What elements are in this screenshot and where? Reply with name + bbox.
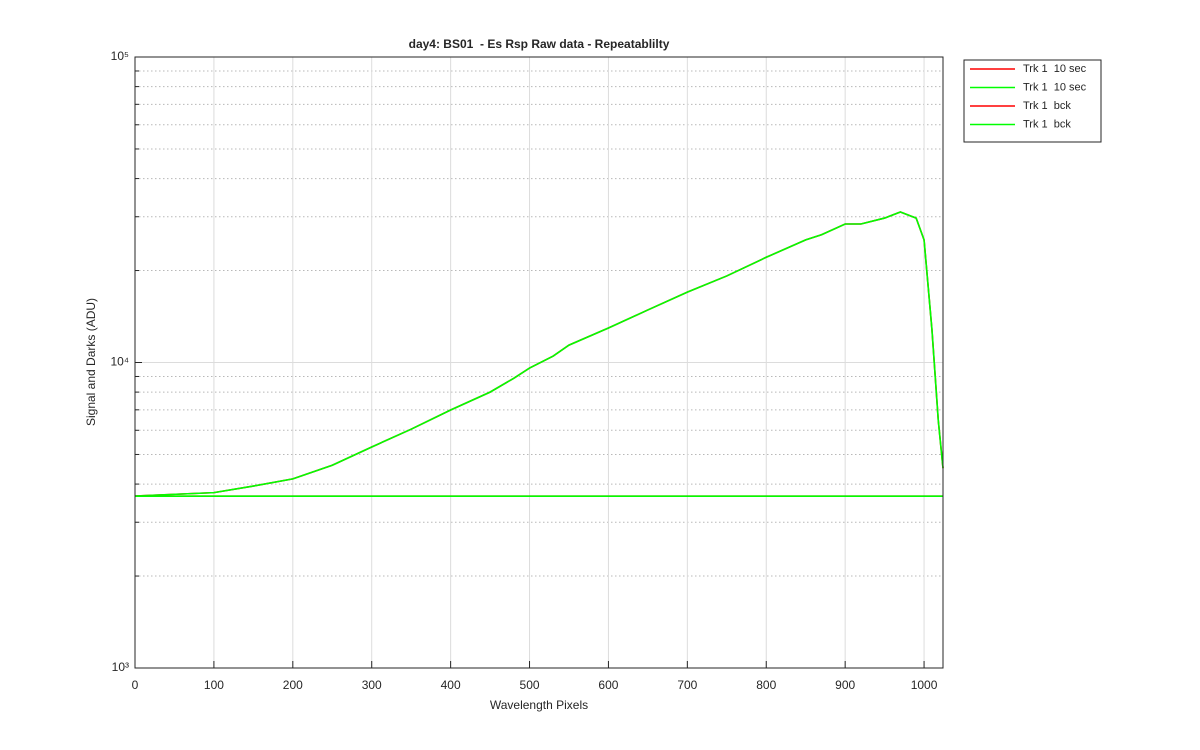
legend-label: Trk 1 bck	[1023, 100, 1071, 112]
x-tick-label: 500	[520, 678, 540, 692]
y-tick-label: 10⁴	[110, 355, 129, 369]
legend-label: Trk 1 10 sec	[1023, 63, 1087, 75]
x-axis-label: Wavelength Pixels	[490, 698, 588, 712]
x-tick-label: 800	[756, 678, 776, 692]
x-tick-label: 700	[677, 678, 697, 692]
y-tick-label: 10⁵	[111, 49, 129, 63]
x-tick-label: 400	[441, 678, 461, 692]
y-tick-label: 10³	[112, 660, 129, 674]
x-tick-label: 200	[283, 678, 303, 692]
x-tick-label: 600	[598, 678, 618, 692]
axes-frame	[134, 56, 944, 669]
legend-box	[963, 59, 1102, 143]
x-tick-label: 1000	[911, 678, 938, 692]
legend-label: Trk 1 bck	[1023, 118, 1071, 130]
x-tick-label: 0	[132, 678, 139, 692]
series-line	[134, 211, 944, 497]
legend-label: Trk 1 10 sec	[1023, 81, 1087, 93]
chart-title: day4: BS01 - Es Rsp Raw data - Repeatabl…	[409, 37, 670, 51]
x-tick-label: 300	[362, 678, 382, 692]
y-axis-label: Signal and Darks (ADU)	[84, 298, 98, 426]
x-tick-label: 100	[204, 678, 224, 692]
x-tick-label: 900	[835, 678, 855, 692]
